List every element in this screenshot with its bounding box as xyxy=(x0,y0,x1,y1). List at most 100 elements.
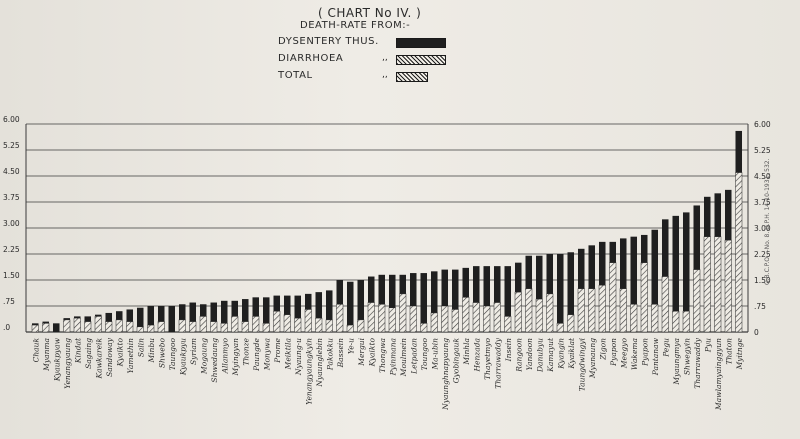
bar-dysentery xyxy=(430,271,438,313)
bar-dysentery xyxy=(157,306,165,322)
bar-dysentery xyxy=(567,252,575,315)
x-tick-label: Myitnge xyxy=(735,337,744,370)
bar-diarrhoea xyxy=(420,323,428,333)
y-tick-label: 0 xyxy=(754,328,759,337)
y-tick-label: 4.50 xyxy=(754,172,771,181)
bar-diarrhoea xyxy=(273,310,281,333)
x-tick-label: Bassein xyxy=(336,338,345,369)
x-tick-label: Allanmyo xyxy=(220,338,229,375)
bar-dysentery xyxy=(273,295,281,312)
y-tick-label: 2.25 xyxy=(3,245,20,254)
y-tick-label: 6.00 xyxy=(3,115,20,124)
x-tick-label: Shwedaung xyxy=(210,338,219,383)
bar-dysentery xyxy=(672,215,680,312)
legend-swatch-total xyxy=(396,72,428,82)
y-tick-label: .0 xyxy=(3,323,10,332)
y-tick-label: 3.00 xyxy=(754,224,771,233)
x-tick-label: Rangoon xyxy=(514,338,523,373)
bar-diarrhoea xyxy=(178,319,186,333)
y-tick-label: 5.25 xyxy=(3,141,20,150)
bar-dysentery xyxy=(651,229,659,305)
x-tick-label: Syriam xyxy=(189,338,198,365)
chart-title: ( CHART No IV. ) xyxy=(318,6,422,20)
bar-diarrhoea xyxy=(651,304,659,333)
bar-diarrhoea xyxy=(577,288,585,333)
x-tick-label: Nyaunghnapyaung xyxy=(441,338,450,411)
bar-diarrhoea xyxy=(714,236,722,333)
x-tick-label: Yenangyaungkyin xyxy=(304,338,313,405)
bar-dysentery xyxy=(609,241,617,263)
x-tick-label: Yandoon xyxy=(525,338,534,371)
bar-diarrhoea xyxy=(735,172,743,333)
bar-diarrhoea xyxy=(94,316,102,333)
bar-diarrhoea xyxy=(451,309,459,333)
legend-label: TOTAL xyxy=(278,70,313,81)
bar-dysentery xyxy=(535,255,543,300)
x-tick-label: Pegu xyxy=(661,338,670,358)
x-tick-label: Mawlamyainggyun xyxy=(714,338,723,411)
x-tick-label: Pyapon xyxy=(609,338,618,367)
bar-diarrhoea xyxy=(514,291,522,333)
bar-diarrhoea xyxy=(241,321,249,333)
bar-dysentery xyxy=(714,193,722,237)
bar-dysentery xyxy=(724,189,732,241)
bar-diarrhoea xyxy=(294,317,302,333)
bar-diarrhoea xyxy=(588,288,596,333)
bar-dysentery xyxy=(63,318,71,320)
x-tick-label: Taungoo xyxy=(168,338,177,371)
bar-dysentery xyxy=(94,314,102,317)
x-tick-label: Kyaukpyu xyxy=(178,338,187,376)
bar-diarrhoea xyxy=(73,317,81,333)
y-tick-label: 4.50 xyxy=(3,167,20,176)
bar-diarrhoea xyxy=(210,321,218,333)
x-tick-label: Thayetmyo xyxy=(483,338,492,380)
bar-diarrhoea xyxy=(147,324,155,333)
x-tick-label: Kyaikto xyxy=(115,338,124,368)
x-tick-label: Nyaunglebin xyxy=(315,338,324,388)
bar-diarrhoea xyxy=(367,302,375,333)
x-tick-label: Shwegyin xyxy=(682,338,691,375)
x-tick-label: Kyaukpyaw xyxy=(52,337,61,382)
bar-diarrhoea xyxy=(682,310,690,333)
legend-item-diarrhoea: DIARRHOEA ,, xyxy=(278,53,468,67)
y-tick-label: 1.50 xyxy=(754,276,771,285)
bar-diarrhoea xyxy=(399,293,407,333)
x-tick-label: Kamayut xyxy=(546,337,555,373)
x-tick-label: Chauk xyxy=(31,338,40,363)
bar-dysentery xyxy=(367,276,375,303)
bar-diarrhoea xyxy=(409,305,417,333)
bar-dysentery xyxy=(325,290,333,320)
bar-dysentery xyxy=(409,273,417,306)
x-tick-label: Monywa xyxy=(262,338,271,371)
x-tick-label: Zigon xyxy=(598,338,607,361)
x-tick-label: Pyapon xyxy=(640,338,649,367)
x-tick-label: Sagaing xyxy=(84,338,93,369)
bar-dysentery xyxy=(525,255,533,289)
bar-diarrhoea xyxy=(724,239,732,333)
bar-diarrhoea xyxy=(42,323,50,333)
bar-dysentery xyxy=(357,280,365,320)
bar-diarrhoea xyxy=(703,236,711,333)
bar-dysentery xyxy=(315,292,323,319)
bar-dysentery xyxy=(220,300,228,324)
legend-item-dysentery: DYSENTERY THUS. xyxy=(278,36,468,50)
x-tick-label: Pyu xyxy=(703,338,712,353)
x-tick-label: Danubyu xyxy=(535,338,544,373)
x-tick-label: Myanma xyxy=(42,338,51,372)
bar-diarrhoea xyxy=(378,304,386,333)
x-tick-label: Shwebo xyxy=(157,338,166,369)
x-tick-label: Tharrawaddy xyxy=(693,337,702,388)
bar-dysentery xyxy=(682,212,690,312)
x-tick-label: Kindat xyxy=(73,337,82,364)
bar-dysentery xyxy=(52,323,60,332)
bar-diarrhoea xyxy=(630,304,638,333)
x-tick-label: Myanaung xyxy=(588,338,597,379)
x-tick-label: Pakokku xyxy=(325,338,334,371)
y-tick-label: 2.25 xyxy=(754,250,771,259)
bar-dysentery xyxy=(294,295,302,319)
bar-dysentery xyxy=(199,304,207,317)
x-tick-label: Mergui xyxy=(357,337,366,366)
bar-dysentery xyxy=(136,307,144,327)
bar-diarrhoea xyxy=(619,288,627,333)
x-tick-label: Minbu xyxy=(147,338,156,364)
